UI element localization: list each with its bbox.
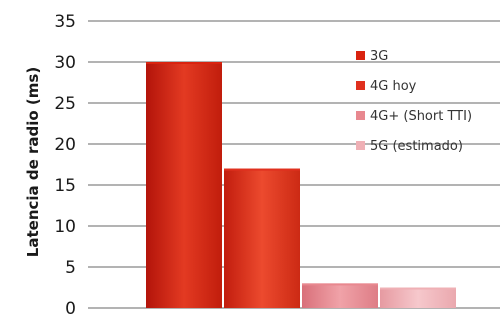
bar-5g-estimado bbox=[380, 287, 456, 308]
bar-top-edge bbox=[302, 283, 378, 286]
y-tick-label: 5 bbox=[65, 258, 76, 278]
y-tick-label: 30 bbox=[54, 53, 76, 73]
legend-label: 3G bbox=[370, 49, 388, 64]
y-tick-label: 0 bbox=[65, 299, 76, 319]
y-tick-label: 35 bbox=[54, 12, 76, 32]
bar-4g-short-tti bbox=[302, 283, 378, 308]
y-axis-ticks: 0 5 10 15 20 25 30 35 bbox=[54, 12, 76, 319]
legend-swatch bbox=[356, 81, 365, 90]
y-tick-label: 15 bbox=[54, 176, 76, 196]
bar-top-edge bbox=[380, 287, 456, 290]
bar-top-edge bbox=[146, 62, 222, 64]
legend: 3G 4G hoy 4G+ (Short TTI) 5G (estimado) bbox=[356, 49, 472, 154]
bar-4g-hoy bbox=[224, 168, 300, 308]
legend-label: 4G+ (Short TTI) bbox=[370, 109, 472, 124]
bar-top-edge bbox=[224, 168, 300, 171]
legend-swatch bbox=[356, 51, 365, 60]
y-tick-label: 25 bbox=[54, 94, 76, 114]
legend-label: 4G hoy bbox=[370, 79, 417, 94]
y-tick-label: 20 bbox=[54, 135, 76, 155]
y-axis-title: Latencia de radio (ms) bbox=[24, 67, 42, 257]
legend-swatch bbox=[356, 111, 365, 120]
legend-swatch bbox=[356, 141, 365, 150]
y-tick-label: 10 bbox=[54, 217, 76, 237]
bar-3g bbox=[146, 62, 222, 308]
bars bbox=[146, 62, 456, 308]
legend-label: 5G (estimado) bbox=[370, 139, 463, 154]
